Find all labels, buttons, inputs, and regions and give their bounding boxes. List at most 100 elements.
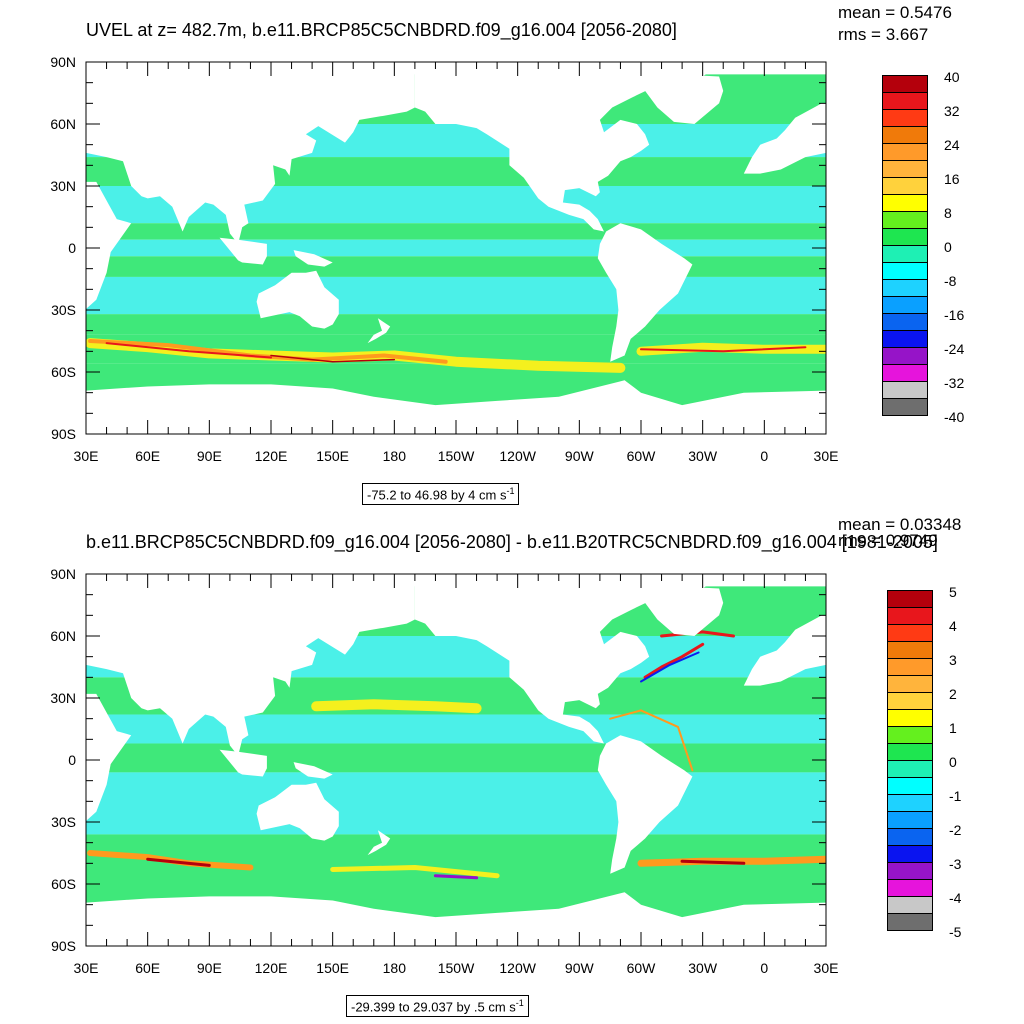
colorbar-box <box>882 347 928 365</box>
current-feature <box>330 865 500 879</box>
land-greenland <box>641 586 724 636</box>
colorbar-box <box>887 743 933 761</box>
land-png <box>293 762 333 779</box>
colorbar-box <box>887 913 933 931</box>
colorbar-box <box>887 828 933 846</box>
y-tick-label: 90N <box>50 566 76 582</box>
x-tick-label: 60E <box>135 448 161 464</box>
land-eurasia <box>86 62 415 244</box>
colorbar-box <box>882 92 928 110</box>
colorbar-label: -32 <box>944 375 965 391</box>
colorbar-label: 2 <box>949 686 957 702</box>
current-feature <box>311 699 482 714</box>
x-tick-label: 60E <box>135 960 161 976</box>
x-tick-label: 90E <box>196 448 222 464</box>
y-tick-label: 30S <box>51 814 76 830</box>
colorbar-label: 5 <box>949 584 957 600</box>
current-feature <box>609 709 694 772</box>
colorbar-label: -5 <box>949 924 962 940</box>
colorbar-label: 24 <box>944 137 960 153</box>
x-tick-label: 90E <box>196 960 222 976</box>
x-tick-label: 30E <box>73 448 99 464</box>
colorbar-label: 16 <box>944 171 960 187</box>
land-europe <box>743 103 826 174</box>
y-tick-label: 90N <box>50 54 76 70</box>
colorbar-box <box>882 245 928 263</box>
land-s-america <box>597 735 693 874</box>
colorbar-label: 3 <box>949 652 957 668</box>
y-tick-label: 30N <box>50 178 76 194</box>
colorbar-box <box>882 330 928 348</box>
range-text: -75.2 to 46.98 by 4 cm s <box>367 487 507 503</box>
x-tick-label: 120E <box>254 960 288 976</box>
colorbar-box <box>882 398 928 416</box>
colorbar-box <box>882 364 928 382</box>
ocean-band <box>86 239 826 257</box>
y-tick-label: 0 <box>68 240 76 256</box>
colorbar-box <box>882 177 928 195</box>
y-tick-label: 60S <box>51 364 76 380</box>
mean-value: mean = 0.03348 <box>838 515 962 534</box>
colorbar-box <box>887 624 933 642</box>
y-tick-label: 90S <box>51 426 76 442</box>
map-svg <box>85 573 827 947</box>
ocean-band <box>86 223 826 240</box>
current-feature <box>643 642 705 679</box>
current-feature <box>680 859 746 865</box>
y-tick-label: 30N <box>50 690 76 706</box>
colorbar-box <box>882 279 928 297</box>
ocean-band <box>86 256 826 277</box>
colorbar-label: 0 <box>949 754 957 770</box>
land-australia <box>256 782 339 841</box>
colorbar-box <box>887 590 933 608</box>
colorbar-box <box>882 194 928 212</box>
colorbar-box <box>882 296 928 314</box>
contour-range-label: -29.399 to 29.037 by .5 cm s-1 <box>346 995 529 1018</box>
map-plot: 90N 60N 30N 0 30S 60S 90S 30E 60E 90E 120E 150E 180 1… <box>50 566 838 976</box>
land-s-america <box>597 223 693 362</box>
ocean-band <box>86 314 826 335</box>
colorbar-box <box>882 228 928 246</box>
x-tick-label: 0 <box>760 448 769 464</box>
current-feature <box>88 339 448 364</box>
y-tick-label: 90S <box>51 938 76 954</box>
colorbar-box <box>887 896 933 914</box>
y-tick-label: 60N <box>50 116 76 132</box>
land-indo <box>219 749 267 777</box>
y-tick-label: 60S <box>51 876 76 892</box>
colorbar-box <box>887 726 933 744</box>
colorbar-box <box>882 313 928 331</box>
colorbar-box <box>882 160 928 178</box>
colorbar-box <box>887 692 933 710</box>
rms-value: rms = 0.9749 <box>838 531 938 550</box>
map-svg <box>85 61 827 435</box>
colorbar-box <box>882 381 928 399</box>
colorbar-label: -40 <box>944 409 965 425</box>
current-feature <box>640 651 700 683</box>
current-feature <box>660 630 735 638</box>
x-tick-label: 180 <box>382 960 407 976</box>
colorbar-label: -1 <box>949 788 962 804</box>
colorbar-box <box>882 143 928 161</box>
range-unit-exponent: -1 <box>506 486 515 496</box>
x-tick-label: 150E <box>316 448 350 464</box>
x-tick-label: 60W <box>626 960 656 976</box>
mean-value: mean = 0.5476 <box>838 3 952 22</box>
land-n-america <box>414 62 724 232</box>
y-tick-label: 0 <box>68 752 76 768</box>
colorbar-box <box>882 126 928 144</box>
colorbar-label: -3 <box>949 856 962 872</box>
x-tick-label: 30W <box>688 960 718 976</box>
land-nz <box>367 830 391 856</box>
plot-title: UVEL at z= 482.7m, b.e11.BRCP85C5CNBDRD.… <box>86 20 677 40</box>
contour-range-label: -75.2 to 46.98 by 4 cm s-1 <box>362 483 520 506</box>
colorbar-label: -4 <box>949 890 962 906</box>
colorbar-box <box>887 607 933 625</box>
land-africa <box>86 693 132 821</box>
range-text: -29.399 to 29.037 by .5 cm s <box>351 999 516 1015</box>
land-indo <box>219 237 267 265</box>
colorbar-box <box>887 658 933 676</box>
x-tick-label: 120W <box>499 960 536 976</box>
x-tick-label: 180 <box>382 448 407 464</box>
land-africa <box>86 181 132 309</box>
